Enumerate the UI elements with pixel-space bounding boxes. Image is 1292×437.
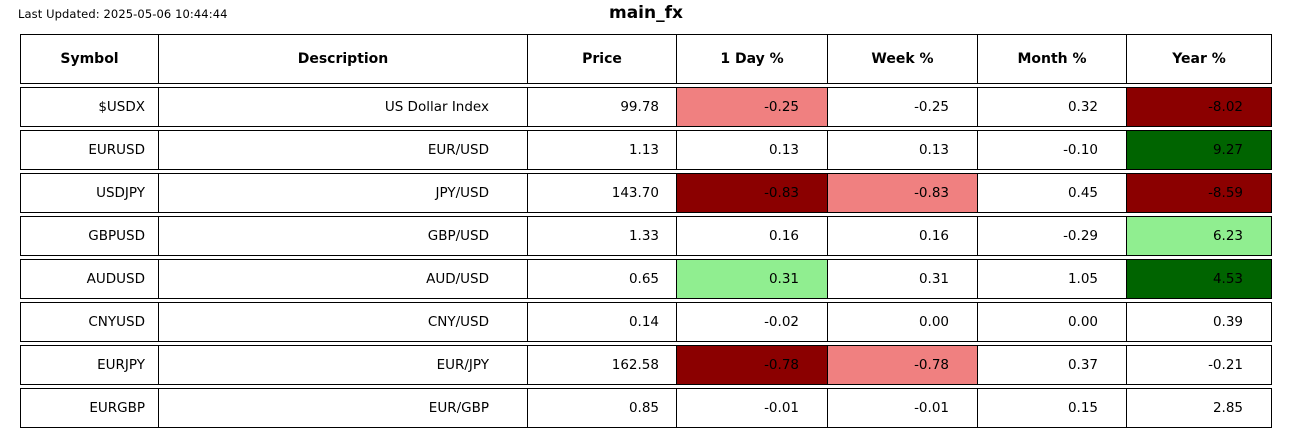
- cell-year: 4.53: [1127, 259, 1272, 299]
- cell-price: 1.13: [528, 130, 677, 170]
- cell-week: -0.83: [828, 173, 978, 213]
- cell-symbol: USDJPY: [20, 173, 159, 213]
- column-header-week: Week %: [828, 34, 978, 84]
- cell-day: 0.13: [677, 130, 828, 170]
- cell-day: -0.78: [677, 345, 828, 385]
- cell-day: -0.01: [677, 388, 828, 428]
- cell-week: 0.31: [828, 259, 978, 299]
- cell-week: 0.00: [828, 302, 978, 342]
- cell-month: 0.00: [978, 302, 1127, 342]
- cell-description: AUD/USD: [159, 259, 528, 299]
- cell-price: 99.78: [528, 87, 677, 127]
- page-title: main_fx: [609, 3, 683, 23]
- cell-description: US Dollar Index: [159, 87, 528, 127]
- cell-symbol: EURGBP: [20, 388, 159, 428]
- cell-month: 1.05: [978, 259, 1127, 299]
- cell-year: 6.23: [1127, 216, 1272, 256]
- cell-year: -0.21: [1127, 345, 1272, 385]
- cell-price: 0.85: [528, 388, 677, 428]
- table-row: GBPUSD GBP/USD 1.33 0.16 0.16 -0.29 6.23: [20, 216, 1272, 256]
- cell-symbol: EURJPY: [20, 345, 159, 385]
- cell-month: -0.10: [978, 130, 1127, 170]
- cell-price: 0.65: [528, 259, 677, 299]
- cell-symbol: AUDUSD: [20, 259, 159, 299]
- last-updated-text: Last Updated: 2025-05-06 10:44:44: [18, 7, 228, 21]
- cell-week: 0.13: [828, 130, 978, 170]
- fx-table: Symbol Description Price 1 Day % Week % …: [20, 31, 1272, 431]
- cell-month: 0.37: [978, 345, 1127, 385]
- table-row: EURJPY EUR/JPY 162.58 -0.78 -0.78 0.37 -0.21: [20, 345, 1272, 385]
- table-row: EURUSD EUR/USD 1.13 0.13 0.13 -0.10 9.27: [20, 130, 1272, 170]
- table-header-row: Symbol Description Price 1 Day % Week % …: [20, 34, 1272, 84]
- cell-price: 143.70: [528, 173, 677, 213]
- cell-price: 0.14: [528, 302, 677, 342]
- cell-week: -0.01: [828, 388, 978, 428]
- cell-week: -0.25: [828, 87, 978, 127]
- cell-year: 2.85: [1127, 388, 1272, 428]
- cell-description: EUR/GBP: [159, 388, 528, 428]
- cell-day: -0.02: [677, 302, 828, 342]
- cell-year: 0.39: [1127, 302, 1272, 342]
- cell-week: -0.78: [828, 345, 978, 385]
- fx-table-body: $USDX US Dollar Index 99.78 -0.25 -0.25 0.32-…: [20, 87, 1272, 428]
- cell-description: EUR/USD: [159, 130, 528, 170]
- cell-month: -0.29: [978, 216, 1127, 256]
- cell-week: 0.16: [828, 216, 978, 256]
- cell-year: -8.59: [1127, 173, 1272, 213]
- column-header-1day: 1 Day %: [677, 34, 828, 84]
- table-row: USDJPY JPY/USD 143.70 -0.83 -0.83 0.45 -8.59: [20, 173, 1272, 213]
- cell-year: -8.02: [1127, 87, 1272, 127]
- cell-month: 0.15: [978, 388, 1127, 428]
- column-header-year: Year %: [1127, 34, 1272, 84]
- cell-month: 0.45: [978, 173, 1127, 213]
- cell-symbol: $USDX: [20, 87, 159, 127]
- cell-symbol: CNYUSD: [20, 302, 159, 342]
- column-header-month: Month %: [978, 34, 1127, 84]
- column-header-description: Description: [159, 34, 528, 84]
- table-row: AUDUSD AUD/USD 0.65 0.31 0.31 1.05 4.53: [20, 259, 1272, 299]
- cell-day: 0.16: [677, 216, 828, 256]
- cell-description: GBP/USD: [159, 216, 528, 256]
- table-row: CNYUSD CNY/USD 0.14 -0.02 0.00 0.00 0.39: [20, 302, 1272, 342]
- table-row: EURGBP EUR/GBP 0.85 -0.01 -0.01 0.15 2.85: [20, 388, 1272, 428]
- cell-price: 1.33: [528, 216, 677, 256]
- cell-description: JPY/USD: [159, 173, 528, 213]
- cell-description: CNY/USD: [159, 302, 528, 342]
- cell-day: -0.25: [677, 87, 828, 127]
- column-header-price: Price: [528, 34, 677, 84]
- cell-day: 0.31: [677, 259, 828, 299]
- fx-table-head: Symbol Description Price 1 Day % Week % …: [20, 34, 1272, 84]
- cell-year: 9.27: [1127, 130, 1272, 170]
- column-header-symbol: Symbol: [20, 34, 159, 84]
- cell-symbol: EURUSD: [20, 130, 159, 170]
- cell-month: 0.32: [978, 87, 1127, 127]
- cell-symbol: GBPUSD: [20, 216, 159, 256]
- table-row: $USDX US Dollar Index 99.78 -0.25 -0.25 0.32-…: [20, 87, 1272, 127]
- cell-description: EUR/JPY: [159, 345, 528, 385]
- cell-price: 162.58: [528, 345, 677, 385]
- cell-day: -0.83: [677, 173, 828, 213]
